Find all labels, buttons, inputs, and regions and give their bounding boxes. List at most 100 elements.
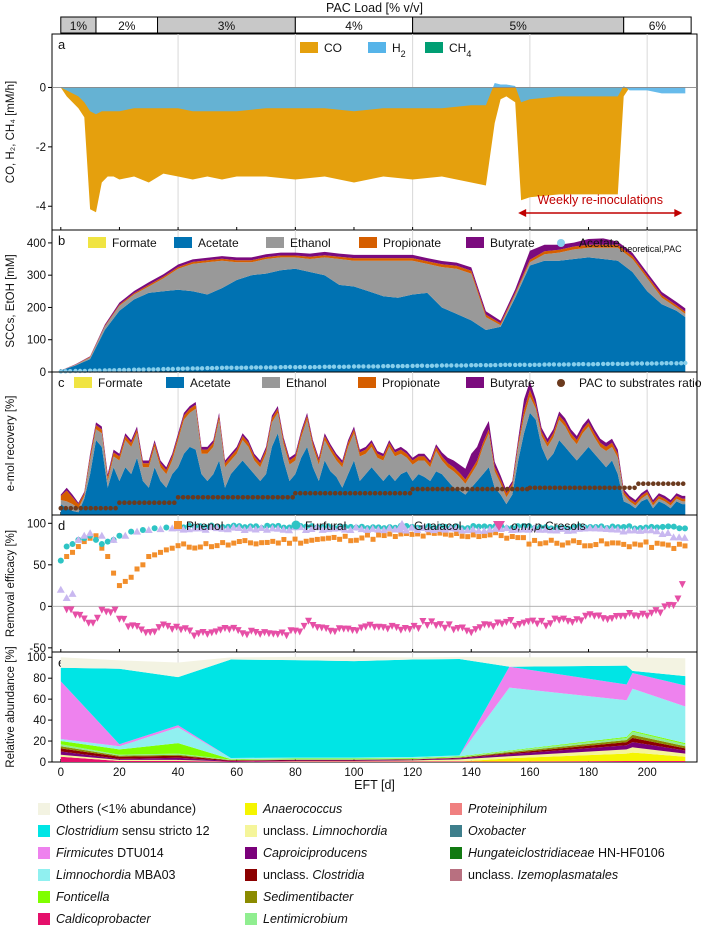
pac-ratio-point — [532, 485, 538, 491]
pac-ratio-point — [167, 500, 172, 506]
phenol-point — [370, 536, 376, 542]
legend-swatch — [266, 237, 284, 248]
pac-ratio-point — [152, 500, 157, 506]
cresol-point — [441, 624, 449, 632]
phenol-point — [270, 538, 276, 544]
pac-ratio-point — [322, 490, 328, 496]
pac-ratio-point — [602, 485, 607, 491]
phenol-point — [348, 538, 354, 544]
acetate-theoretical-point — [542, 362, 547, 367]
pac-ratio-point — [552, 485, 558, 491]
pac-ratio-point — [592, 485, 597, 491]
acetate-theoretical-point — [253, 365, 259, 370]
x-tick-label: 60 — [230, 767, 243, 779]
cresol-point — [432, 622, 440, 630]
phenol-point — [587, 543, 593, 549]
phenol-point — [610, 540, 616, 546]
legend-swatch — [166, 377, 184, 388]
y-tick-label: 0 — [40, 757, 46, 769]
acetate-theoretical-point — [219, 365, 225, 370]
taxon-area — [60, 656, 686, 678]
panel-letter: d — [58, 518, 65, 533]
acetate-theoretical-point — [151, 367, 156, 372]
acetate-theoretical-point — [605, 361, 611, 367]
legend-label: Propionate — [383, 236, 441, 250]
acetate-theoretical-point — [635, 361, 640, 366]
y-tick-label: 60 — [33, 694, 46, 706]
cresol-point — [164, 622, 172, 630]
phenol-point — [331, 534, 337, 540]
acetate-theoretical-point — [180, 366, 185, 371]
legend-item: Caproiciproducens — [245, 846, 367, 860]
acetate-theoretical-point — [283, 364, 288, 370]
phenol-point — [481, 533, 487, 539]
phenol-point — [75, 544, 81, 550]
cresol-point — [234, 627, 242, 635]
pac-ratio-point — [372, 490, 378, 496]
acetate-theoretical-point — [654, 361, 659, 366]
phenol-point — [157, 549, 163, 555]
pac-ratio-point — [680, 481, 686, 487]
phenol-point — [392, 534, 398, 540]
acetate-theoretical-point — [547, 362, 552, 367]
furfural-point — [69, 541, 76, 548]
legend-item: Lentimicrobium — [245, 912, 348, 926]
pac-segment-label: 2% — [118, 19, 136, 33]
x-tick-label: 80 — [289, 767, 302, 779]
cresol-point — [612, 612, 620, 620]
cresol-point — [93, 614, 101, 622]
furfural-point — [676, 525, 683, 532]
cresol-point — [436, 621, 444, 629]
cresol-point — [199, 628, 207, 636]
acetate-theoretical-point — [674, 361, 679, 366]
pac-header-title: PAC Load [% v/v] — [326, 1, 423, 15]
y-tick-label: 50 — [33, 560, 46, 572]
acetate-theoretical-point — [551, 362, 557, 367]
phenol-point — [225, 542, 231, 548]
pac-ratio-point — [450, 486, 455, 492]
phenol-point — [242, 538, 248, 544]
guaiacol-point — [546, 526, 555, 534]
phenol-point — [626, 544, 632, 550]
pac-ratio-point — [303, 490, 308, 496]
phenol-point — [359, 535, 365, 541]
pac-ratio-point — [137, 500, 142, 506]
cresol-point — [608, 615, 616, 623]
phenol-point — [604, 541, 610, 547]
acetate-theoretical-point — [449, 363, 454, 368]
cresol-point — [419, 617, 427, 625]
acetate-theoretical-point — [610, 361, 615, 366]
pac-ratio-point — [636, 481, 641, 487]
acetate-theoretical-point — [146, 367, 151, 372]
guaiacol-point — [62, 594, 71, 602]
furfural-point — [63, 543, 70, 550]
pac-ratio-point — [98, 505, 103, 511]
phenol-point — [615, 540, 621, 546]
acetate-theoretical-point — [287, 364, 293, 370]
guaiacol-point — [379, 526, 388, 534]
phenol-point — [682, 543, 688, 549]
cresol-point — [340, 625, 348, 633]
cresol-point — [89, 619, 97, 627]
guaiacol-point — [324, 525, 333, 533]
guaiacol-point — [329, 524, 338, 532]
legend-label: Formate — [112, 236, 157, 250]
taxon-area — [60, 742, 686, 762]
acetate-theoretical-point — [190, 366, 195, 371]
furfural-point — [470, 522, 477, 529]
pac-ratio-point — [308, 490, 313, 496]
guaiacol-point — [212, 524, 221, 532]
phenol-point — [637, 542, 643, 548]
guaiacol-point — [636, 526, 645, 534]
phenol-point — [442, 531, 448, 537]
y-axis-label: Removal efficacy [%] — [5, 530, 17, 637]
acetate-theoretical-point — [214, 365, 219, 371]
cresol-point — [410, 622, 418, 630]
legend-swatch — [74, 377, 92, 388]
cresol-point — [397, 626, 405, 634]
acetate-theoretical-series — [58, 360, 688, 374]
acetate-theoretical-point — [620, 361, 625, 367]
acetate-theoretical-point — [532, 362, 537, 367]
furfural-point — [654, 524, 661, 531]
